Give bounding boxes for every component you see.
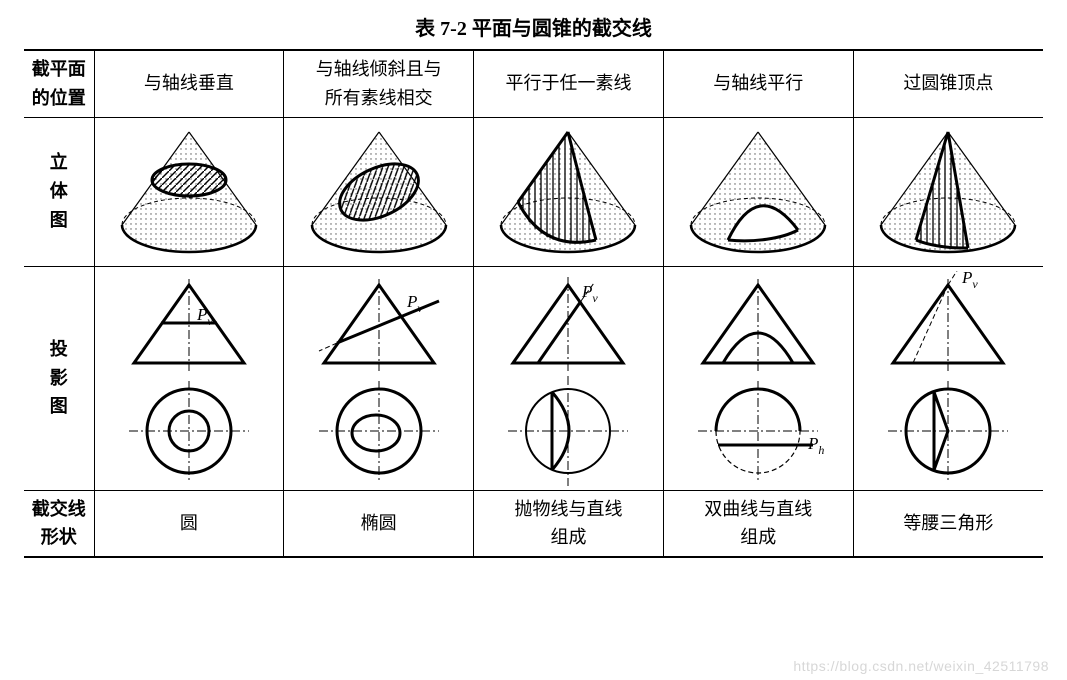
shape-col-4: 等腰三角形: [853, 490, 1043, 557]
shape-col-2: 抛物线与直线 组成: [474, 490, 664, 557]
solid-parabola: [474, 117, 664, 266]
shape-col-0: 圆: [94, 490, 284, 557]
proj-ellipse: Pv: [284, 266, 474, 490]
proj-triangle: Pv: [853, 266, 1043, 490]
rowhdr-projection: 投 影 图: [24, 266, 94, 490]
rowhdr-shape: 截交线 形状: [24, 490, 94, 557]
solid-circle: [94, 117, 284, 266]
shape-col-3: 双曲线与直线 组成: [663, 490, 853, 557]
solid-hyperbola: [663, 117, 853, 266]
table-title: 表 7-2 平面与圆锥的截交线: [24, 12, 1043, 41]
proj-circle: Pv: [94, 266, 284, 490]
proj-parabola: Pv: [474, 266, 664, 490]
proj-hyperbola: Ph: [663, 266, 853, 490]
solid-ellipse: [284, 117, 474, 266]
pos-col-3: 与轴线平行: [663, 50, 853, 117]
pos-col-1: 与轴线倾斜且与 所有素线相交: [284, 50, 474, 117]
pos-col-0: 与轴线垂直: [94, 50, 284, 117]
pv-label: Pv: [581, 282, 598, 305]
rowhdr-solid: 立 体 图: [24, 117, 94, 266]
pos-col-2: 平行于任一素线: [474, 50, 664, 117]
conic-sections-table: 截平面 的位置 与轴线垂直 与轴线倾斜且与 所有素线相交 平行于任一素线 与轴线…: [24, 49, 1043, 558]
pos-col-4: 过圆锥顶点: [853, 50, 1043, 117]
pv-label: Pv: [196, 305, 213, 328]
shape-col-1: 椭圆: [284, 490, 474, 557]
watermark: https://blog.csdn.net/weixin_42511798: [793, 658, 1049, 674]
pv-label: Pv: [961, 271, 978, 291]
rowhdr-position: 截平面 的位置: [24, 50, 94, 117]
solid-triangle: [853, 117, 1043, 266]
ph-label: Ph: [807, 434, 824, 457]
